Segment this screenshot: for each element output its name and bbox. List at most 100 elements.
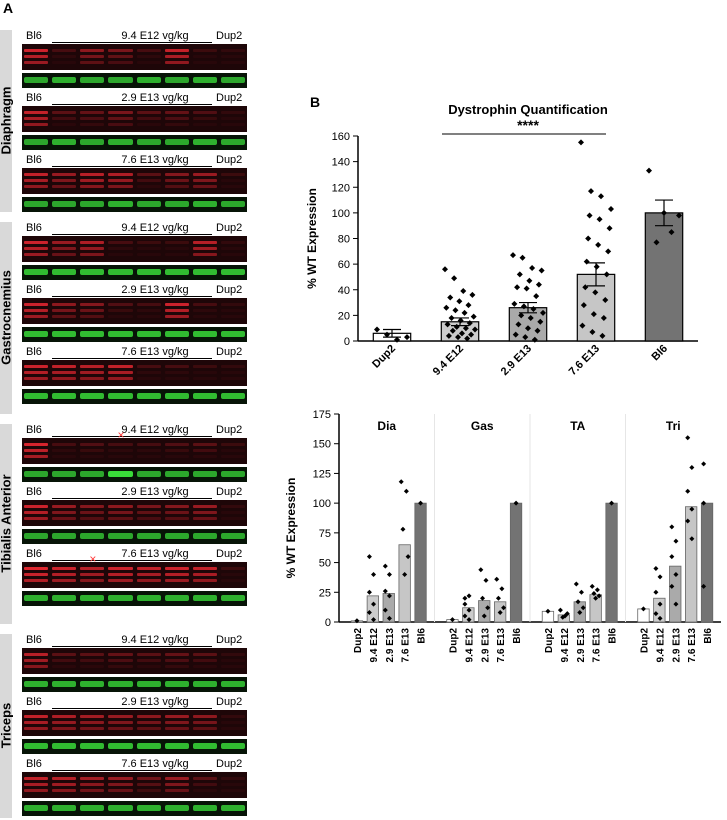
dystrophin-band (220, 573, 245, 576)
dystrophin-band (108, 777, 133, 780)
x-tick-label: 9.4 E12 (655, 628, 666, 663)
data-point (462, 613, 468, 619)
dystrophin-band (80, 573, 105, 576)
dystrophin-band (52, 505, 77, 508)
dystrophin-band (80, 777, 105, 780)
dystrophin-band (220, 173, 245, 176)
dystrophin-band (108, 665, 133, 668)
muscle-name: Gastrocnemius (0, 270, 14, 365)
dystrophin-band (108, 783, 133, 786)
loading-control-band (24, 805, 49, 811)
x-tick-label: Bl6 (650, 343, 671, 364)
dystrophin-band (80, 505, 105, 508)
dystrophin-band (164, 303, 189, 306)
dystrophin-band (220, 443, 245, 446)
data-point (394, 336, 400, 343)
dystrophin-band (220, 55, 245, 58)
dystrophin-band (220, 61, 245, 64)
dystrophin-band (220, 247, 245, 250)
dystrophin-band (108, 247, 133, 250)
dystrophin-band (52, 117, 77, 120)
dystrophin-band (24, 49, 49, 52)
dystrophin-band (80, 659, 105, 662)
dystrophin-band (192, 123, 217, 126)
data-point (402, 571, 408, 577)
data-point (457, 317, 464, 324)
dystrophin-band (136, 579, 161, 582)
dystrophin-band-strip (22, 360, 247, 386)
loading-control-band (52, 743, 77, 749)
data-point (371, 571, 377, 577)
data-point (516, 271, 523, 278)
loading-control-band (24, 595, 49, 601)
bar (414, 502, 427, 623)
blot-right-label: Dup2 (216, 30, 243, 42)
blot-left-label: Bl6 (26, 92, 42, 104)
x-tick-label: 7.6 E13 (496, 628, 507, 663)
dystrophin-band (136, 567, 161, 570)
data-point (575, 599, 581, 605)
dystrophin-band (108, 721, 133, 724)
dystrophin-band (220, 721, 245, 724)
dystrophin-band (108, 303, 133, 306)
dystrophin-band (108, 567, 133, 570)
loading-control-band (108, 595, 133, 601)
data-point (578, 589, 584, 595)
dystrophin-band (52, 567, 77, 570)
data-point (519, 254, 526, 261)
blot-left-label: Bl6 (26, 696, 42, 708)
dystrophin-band (164, 377, 189, 380)
data-point (689, 536, 695, 542)
data-point (366, 609, 372, 615)
data-point (472, 326, 478, 333)
data-point (657, 574, 663, 580)
data-point (531, 336, 538, 343)
loading-control-band (80, 533, 105, 539)
data-point (530, 305, 537, 312)
dystrophin-band (108, 505, 133, 508)
loading-control-band (24, 533, 49, 539)
loading-control-band (136, 595, 161, 601)
dystrophin-band (52, 659, 77, 662)
blot-group-line (52, 436, 212, 437)
y-tick-label: 160 (332, 131, 350, 143)
dystrophin-band (52, 309, 77, 312)
blot-right-label: Dup2 (216, 758, 243, 770)
dystrophin-band-strip (22, 44, 247, 70)
loading-control-band (108, 743, 133, 749)
dystrophin-band (136, 241, 161, 244)
dystrophin-band (108, 179, 133, 182)
western-blot (22, 500, 247, 546)
blot-dose-label: 9.4 E12 vg/kg (121, 30, 189, 42)
dystrophin-band (52, 455, 77, 458)
dystrophin-band (52, 371, 77, 374)
loading-control-band (136, 743, 161, 749)
dystrophin-band (136, 173, 161, 176)
dystrophin-band (52, 61, 77, 64)
dystrophin-band (24, 247, 49, 250)
muscle-name: Diaphragm (0, 86, 14, 155)
loading-control-band (220, 681, 245, 687)
dystrophin-band (80, 123, 105, 126)
dystrophin-band (136, 377, 161, 380)
data-point (453, 323, 460, 330)
dystrophin-band (220, 303, 245, 306)
bar (685, 506, 698, 623)
dystrophin-band (192, 49, 217, 52)
blot-dose-label: 2.9 E13 vg/kg (121, 486, 189, 498)
blot-dose-label: 7.6 E13 vg/kg (121, 346, 189, 358)
data-point (529, 264, 536, 271)
loading-control-band (108, 393, 133, 399)
western-blot (22, 106, 247, 152)
data-point (593, 263, 600, 270)
data-point (595, 241, 602, 248)
dystrophin-band (108, 123, 133, 126)
blot-right-label: Dup2 (216, 424, 243, 436)
dystrophin-band (80, 455, 105, 458)
loading-control-band (164, 201, 189, 207)
blot-group-line (52, 104, 212, 105)
blot-group-line (52, 358, 212, 359)
loading-control-band (24, 743, 49, 749)
dystrophin-band (52, 123, 77, 126)
data-point (485, 605, 491, 611)
